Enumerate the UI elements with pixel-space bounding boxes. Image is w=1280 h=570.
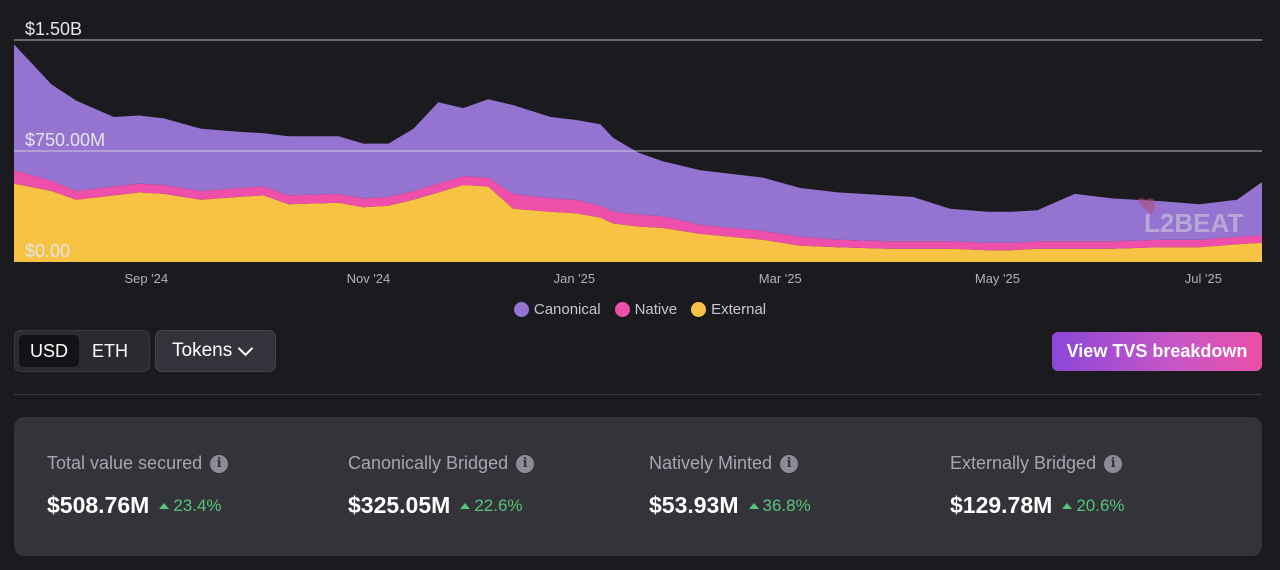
y-tick-label: $1.50B xyxy=(25,19,82,39)
y-grid: $0.00 $750.00M $1.50B xyxy=(14,19,1262,261)
chevron-down-icon xyxy=(237,340,254,357)
currency-toggle: USD ETH xyxy=(14,330,150,372)
tvs-chart[interactable]: L2BEAT $0.00 $750.00M $1.50B Sep '24 Nov '2… xyxy=(0,0,1280,300)
arrow-up-icon xyxy=(1062,502,1073,509)
stat-change-value: 36.8% xyxy=(762,495,811,515)
info-icon[interactable]: i xyxy=(780,454,799,473)
currency-usd-button[interactable]: USD xyxy=(19,335,80,367)
tokens-dropdown-label: Tokens xyxy=(172,340,233,361)
currency-eth-button[interactable]: ETH xyxy=(92,341,129,361)
x-tick-label: Jan '25 xyxy=(554,271,596,286)
x-tick-label: Jul '25 xyxy=(1185,271,1222,286)
area-series-canonical[interactable] xyxy=(14,44,1262,243)
stat-value: $53.93M xyxy=(649,492,739,518)
stat-change: 23.4% xyxy=(159,495,222,516)
arrow-up-icon xyxy=(748,502,759,509)
stat-label: Total value secured xyxy=(47,453,203,473)
x-axis: Sep '24 Nov '24 Jan '25 Mar '25 May '25 Jul '… xyxy=(124,271,1221,286)
stat-total-value-secured: Total value secured i $508.76M 23.4% xyxy=(47,453,229,519)
x-tick-label: Mar '25 xyxy=(759,271,802,286)
view-tvs-breakdown-button[interactable]: View TVS breakdown xyxy=(1052,332,1262,371)
legend-item-canonical[interactable]: Canonical xyxy=(513,301,601,318)
stat-change-value: 23.4% xyxy=(173,495,222,515)
stat-canonically-bridged: Canonically Bridged i $325.05M 22.6% xyxy=(348,453,535,519)
stat-change: 22.6% xyxy=(460,495,523,516)
section-divider xyxy=(14,394,1262,395)
area-series-native[interactable] xyxy=(14,170,1262,251)
legend-label-native: Native xyxy=(634,301,678,318)
svg-text:L2BEAT: L2BEAT xyxy=(1144,208,1243,238)
stat-label: Externally Bridged xyxy=(950,453,1097,473)
legend-label-external: External xyxy=(711,301,767,318)
area-series-external[interactable] xyxy=(14,183,1262,262)
stat-value: $129.78M xyxy=(950,492,1053,518)
x-tick-label: Nov '24 xyxy=(347,271,391,286)
legend-item-native[interactable]: Native xyxy=(614,301,678,318)
y-tick-label: $0.00 xyxy=(25,241,70,261)
stat-label: Natively Minted xyxy=(649,453,773,473)
arrow-up-icon xyxy=(159,502,170,509)
chart-legend: Canonical Native External xyxy=(0,301,1280,318)
stat-value: $325.05M xyxy=(348,492,451,518)
y-tick-label: $750.00M xyxy=(25,130,105,150)
stat-label: Canonically Bridged xyxy=(348,453,509,473)
stat-change-value: 22.6% xyxy=(474,495,523,515)
chart-controls: USD ETH Tokens View TVS breakdown xyxy=(14,330,1262,372)
stat-change: 20.6% xyxy=(1062,495,1125,516)
x-tick-label: May '25 xyxy=(975,271,1020,286)
legend-swatch-native xyxy=(614,302,630,317)
x-tick-label: Sep '24 xyxy=(124,271,168,286)
stat-value: $508.76M xyxy=(47,492,150,518)
legend-swatch-external xyxy=(691,302,707,317)
info-icon[interactable]: i xyxy=(210,454,229,473)
arrow-up-icon xyxy=(460,502,471,509)
info-icon[interactable]: i xyxy=(516,454,535,473)
stats-panel: Total value secured i $508.76M 23.4% Can… xyxy=(14,417,1262,556)
legend-label-canonical: Canonical xyxy=(533,301,601,318)
stat-externally-bridged: Externally Bridged i $129.78M 20.6% xyxy=(950,453,1125,519)
stat-change-value: 20.6% xyxy=(1076,495,1125,515)
chart-plot-area xyxy=(14,44,1262,262)
info-icon[interactable]: i xyxy=(1104,454,1123,473)
stat-change: 36.8% xyxy=(748,495,811,516)
legend-item-external[interactable]: External xyxy=(691,301,766,318)
tokens-dropdown[interactable]: Tokens xyxy=(155,330,276,372)
stat-natively-minted: Natively Minted i $53.93M 36.8% xyxy=(649,453,811,519)
l2beat-watermark: L2BEAT xyxy=(1138,197,1243,238)
legend-swatch-canonical xyxy=(513,302,529,317)
